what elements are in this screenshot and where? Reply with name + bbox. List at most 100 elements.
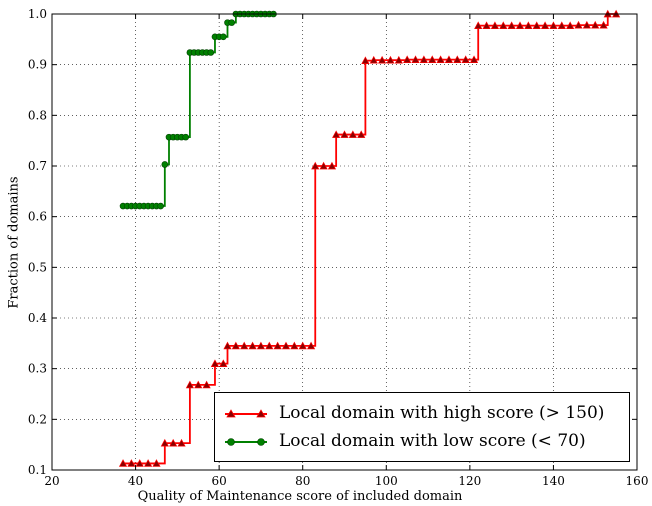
data-point-high	[532, 21, 541, 30]
legend-label-high: Local domain with high score (> 150)	[279, 403, 605, 423]
data-point-high	[419, 55, 428, 63]
y-tick-label: 1.0	[28, 7, 47, 21]
data-point-high	[361, 56, 370, 64]
data-point-high	[306, 341, 316, 350]
data-point-high	[219, 359, 228, 367]
data-point-high	[144, 459, 153, 467]
data-point-high	[474, 21, 483, 30]
legend-swatch-high	[225, 409, 267, 418]
data-point-high	[265, 341, 274, 350]
data-point-high	[127, 459, 136, 467]
x-tick-label: 100	[375, 474, 398, 488]
data-point-low	[182, 133, 190, 141]
legend: Local domain with high score (> 150) Loc…	[214, 392, 630, 462]
data-point-high	[256, 341, 266, 350]
data-point-high	[240, 341, 249, 350]
data-point-high	[248, 341, 257, 350]
data-point-high	[185, 380, 194, 389]
legend-swatch-low	[225, 438, 267, 446]
data-point-low	[157, 202, 164, 210]
legend-label-low: Local domain with low score (< 70)	[279, 431, 586, 451]
axis-ticks: 20 40 60 80 100 120 140 160 0.1 0.2 0.3 0.4 0.5 0.6 0.…	[28, 7, 649, 488]
y-tick-label: 0.2	[28, 412, 47, 426]
data-point-high	[281, 341, 291, 350]
x-tick-label: 140	[542, 474, 565, 488]
data-point-low	[228, 19, 235, 26]
data-point-high	[515, 21, 525, 30]
y-tick-label: 0.9	[28, 58, 47, 72]
data-point-high	[135, 459, 144, 467]
x-axis-label: Quality of Maintenance score of included…	[137, 489, 463, 504]
data-point-high	[540, 21, 550, 30]
data-point-high	[290, 341, 299, 350]
series-line-low	[123, 13, 274, 207]
data-point-high	[557, 21, 566, 30]
data-point-high	[591, 20, 600, 29]
legend-item-high: Local domain with high score (> 150)	[215, 402, 629, 426]
legend-item-low: Local domain with low score (< 70)	[215, 430, 629, 454]
data-point-low	[220, 33, 227, 41]
data-point-high	[453, 55, 462, 63]
data-point-high	[177, 438, 186, 447]
x-tick-label: 60	[212, 474, 227, 488]
data-point-low	[207, 49, 215, 56]
series-layer	[118, 9, 621, 467]
x-tick-label: 160	[626, 474, 649, 488]
data-point-high	[210, 359, 220, 367]
data-point-high	[273, 341, 282, 350]
data-point-high	[566, 21, 575, 30]
y-tick-label: 0.1	[28, 463, 47, 477]
data-point-high	[319, 161, 328, 170]
data-point-high	[369, 55, 378, 64]
y-tick-label: 0.8	[28, 108, 47, 122]
y-tick-label: 0.3	[28, 362, 47, 376]
y-tick-label: 0.6	[28, 210, 47, 224]
data-point-high	[482, 21, 491, 30]
data-point-high	[202, 380, 211, 389]
plot-frame	[51, 13, 638, 471]
data-point-high	[582, 20, 591, 29]
data-point-high	[194, 380, 203, 389]
data-point-high	[332, 130, 341, 138]
data-point-high	[231, 341, 240, 350]
data-point-high	[574, 20, 583, 29]
data-point-high	[394, 55, 403, 64]
x-tick-label: 20	[44, 474, 59, 488]
y-tick-label: 0.7	[28, 159, 47, 173]
data-point-high	[499, 21, 508, 30]
data-point-high	[403, 55, 412, 63]
data-point-high	[327, 161, 337, 170]
x-tick-label: 120	[458, 474, 481, 488]
data-point-high	[223, 341, 232, 350]
data-point-high	[340, 130, 349, 138]
data-point-high	[444, 55, 454, 63]
y-axis-label: Fraction of domains	[6, 176, 22, 309]
y-tick-label: 0.5	[28, 260, 47, 274]
data-point-high	[118, 459, 128, 467]
data-point-high	[524, 21, 533, 30]
data-point-high	[169, 438, 178, 447]
data-point-low	[161, 161, 169, 168]
series-line-high	[123, 13, 617, 465]
data-point-high	[386, 55, 395, 64]
x-tick-label: 40	[128, 474, 143, 488]
data-point-high	[436, 55, 445, 63]
y-tick-label: 0.4	[28, 311, 47, 325]
data-point-high	[461, 55, 470, 63]
data-point-high	[152, 459, 161, 467]
data-point-high	[298, 341, 307, 350]
data-point-high	[348, 130, 357, 138]
data-point-high	[311, 161, 320, 170]
data-point-high	[378, 55, 387, 64]
data-point-high	[160, 438, 169, 447]
data-point-high	[357, 130, 366, 138]
data-point-high	[411, 55, 420, 63]
data-point-high	[549, 21, 558, 30]
data-point-high	[490, 21, 500, 30]
data-point-high	[507, 21, 516, 30]
data-point-high	[599, 20, 608, 29]
x-tick-label: 80	[295, 474, 310, 488]
data-point-high	[469, 55, 479, 63]
data-point-high	[428, 55, 437, 63]
